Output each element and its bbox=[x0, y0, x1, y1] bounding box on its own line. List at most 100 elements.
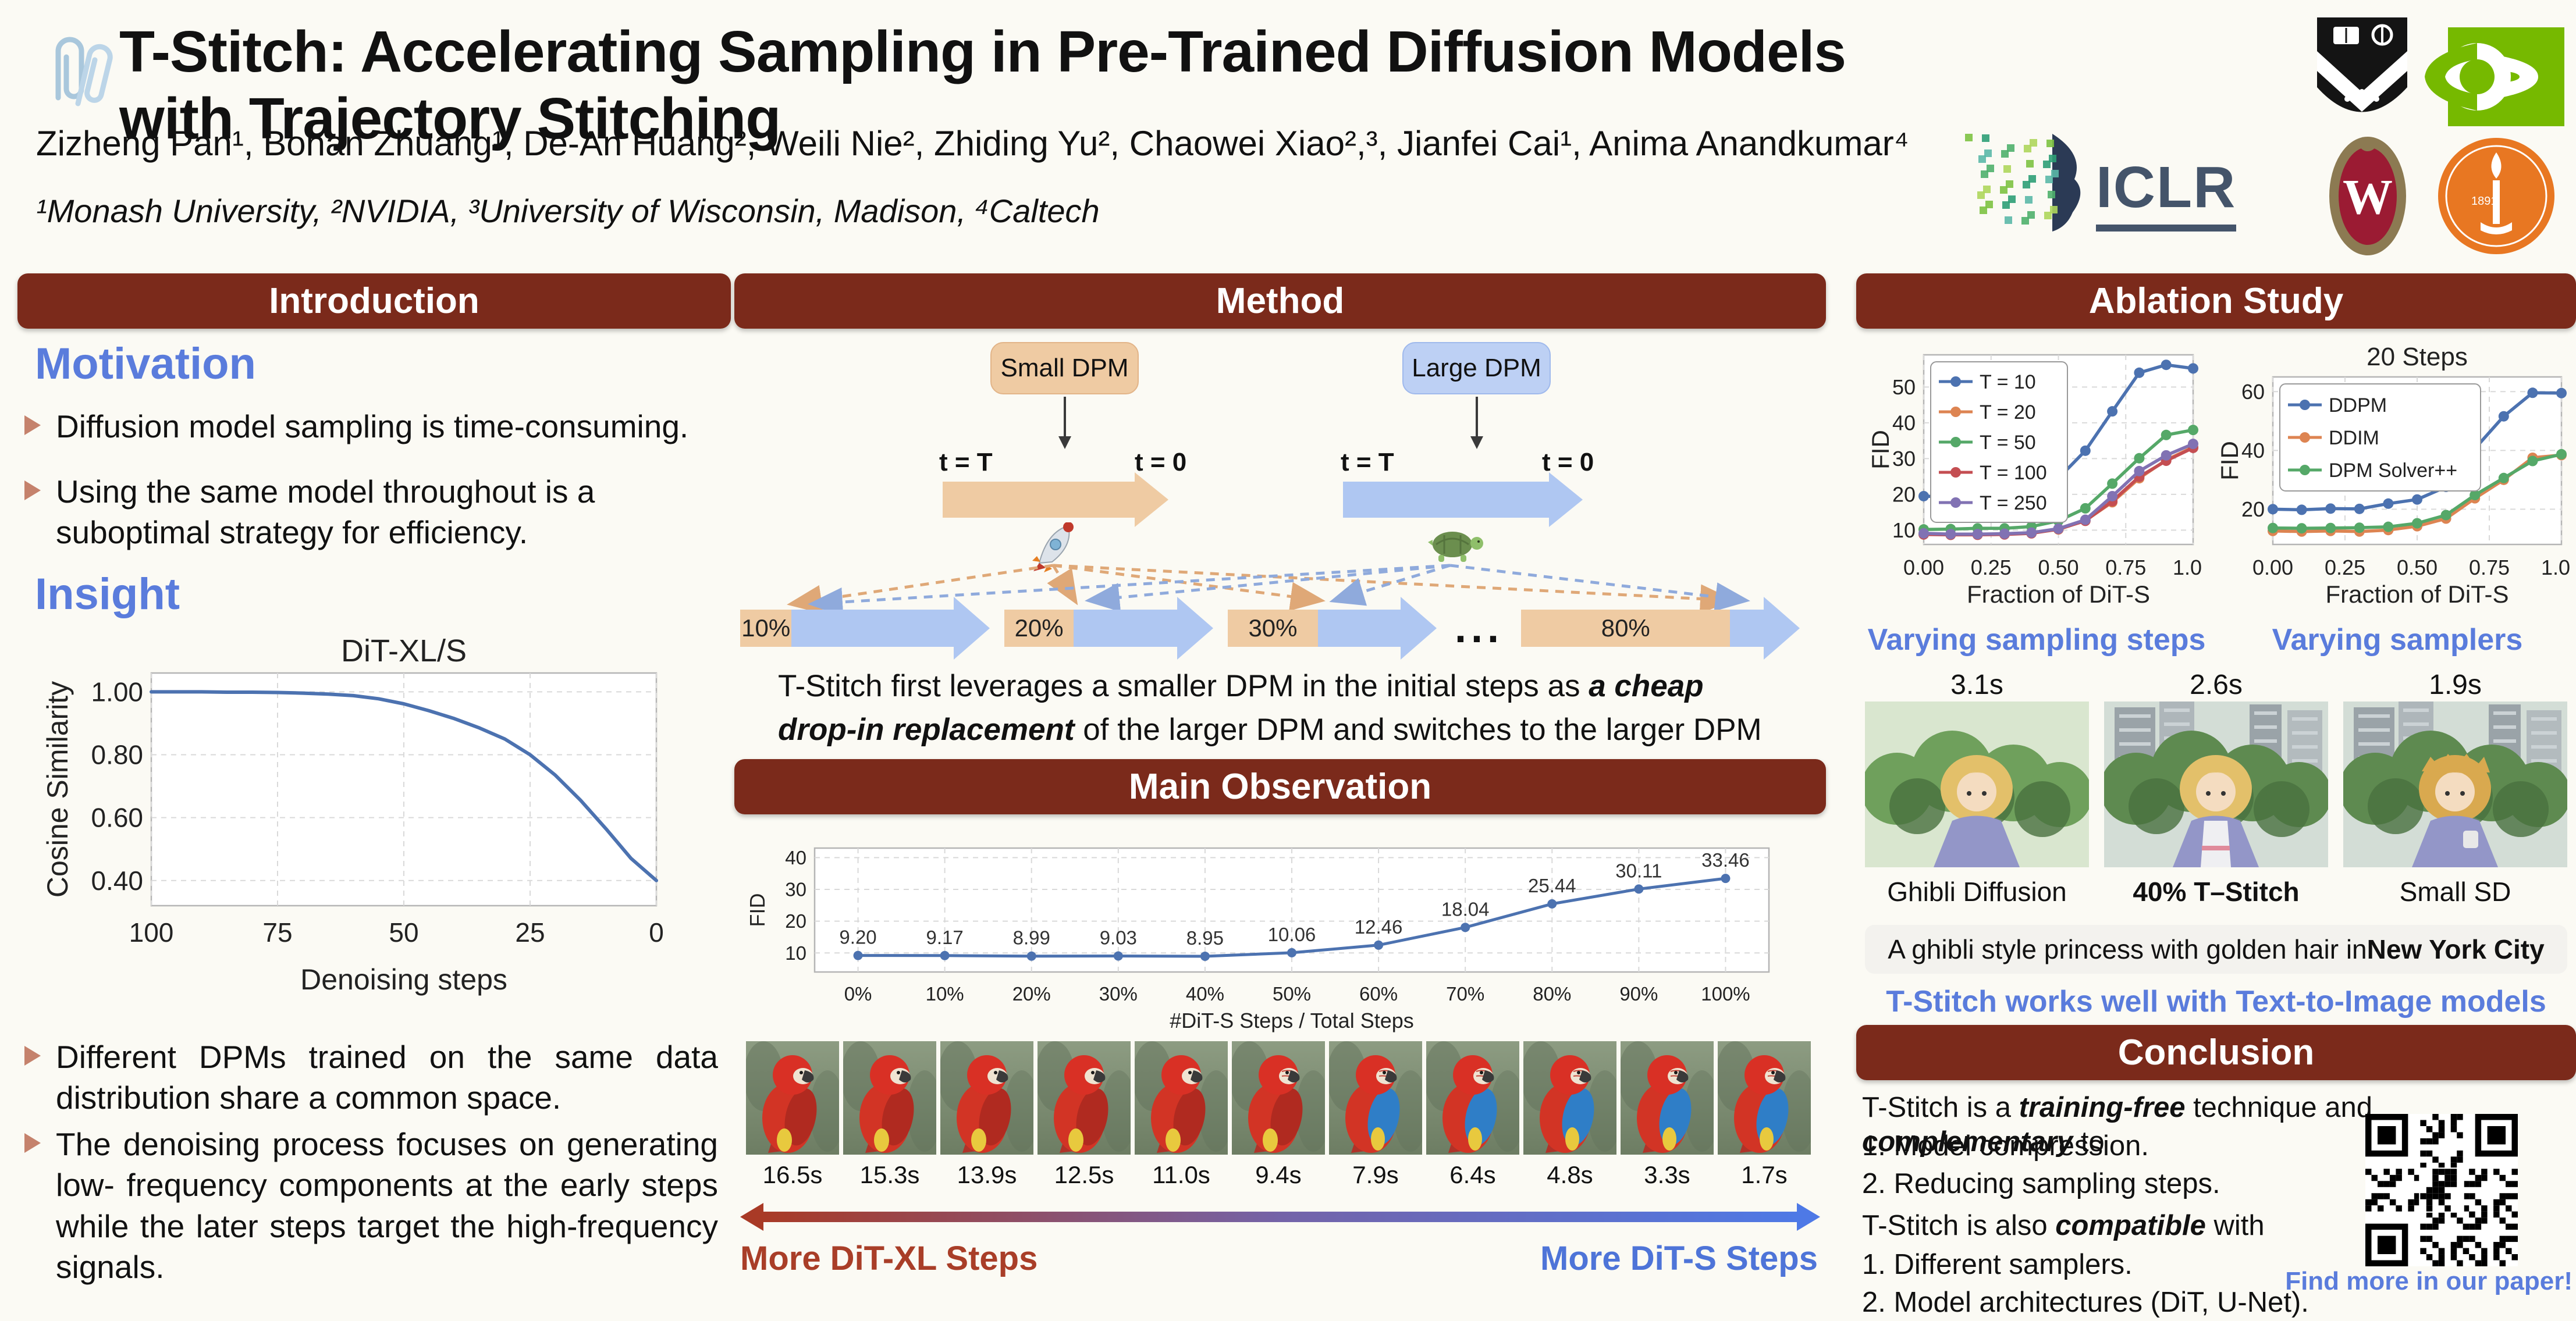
text-to-image-sample: 1.9s Small SD bbox=[2339, 669, 2571, 907]
svg-text:T = 20: T = 20 bbox=[1980, 401, 2036, 423]
cosine-similarity-chart: 100 75 50 25 0 0.40 0.60 0.80 1.00 DiT-XL/S Denois… bbox=[41, 618, 681, 999]
poster-title: T-Stitch: Accelerating Sampling in Pre-T… bbox=[119, 19, 1846, 151]
sample-time-label: 4.8s bbox=[1547, 1161, 1593, 1188]
small-dpm-fraction-label: 80% bbox=[1521, 610, 1731, 647]
text-segment: compatible bbox=[2055, 1210, 2206, 1241]
svg-text:100: 100 bbox=[129, 917, 174, 948]
insight-bullet-1: Different DPMs trained on the same data … bbox=[24, 1037, 718, 1119]
svg-text:9.17: 9.17 bbox=[926, 927, 964, 948]
svg-text:50: 50 bbox=[1892, 375, 1916, 399]
svg-text:8.95: 8.95 bbox=[1186, 927, 1224, 949]
svg-text:20%: 20% bbox=[1012, 983, 1051, 1005]
linked-paperclips-icon bbox=[41, 22, 116, 115]
conclusion-header: Conclusion bbox=[1856, 1025, 2576, 1080]
svg-text:Fraction of DiT-S: Fraction of DiT-S bbox=[2325, 581, 2509, 608]
bullet-triangle-icon bbox=[24, 415, 41, 435]
parrot-sample: 6.4s bbox=[1424, 1041, 1525, 1189]
parrot-image bbox=[1132, 1041, 1234, 1155]
varying-sampling-steps-chart: 0.00 0.25 0.50 0.75 1.00 10 20 30 40 50 Fraction o… bbox=[1867, 339, 2213, 612]
small-dpm-fraction-label: 10% bbox=[740, 610, 792, 647]
svg-text:0%: 0% bbox=[844, 983, 872, 1005]
sample-caption: 40% T–Stitch bbox=[2133, 877, 2300, 907]
small-dpm-box: Small DPM bbox=[990, 342, 1139, 394]
sample-time-label: 2.6s bbox=[2190, 670, 2243, 700]
t-end-label: t = 0 bbox=[1135, 448, 1187, 476]
sample-time-label: 12.5s bbox=[1054, 1161, 1114, 1188]
authors: Zizheng Pan¹, Bohan Zhuang¹, De-An Huang… bbox=[36, 124, 1909, 163]
list-item: 1. Model compression. bbox=[1862, 1130, 2149, 1162]
svg-text:Cosine Similarity: Cosine Similarity bbox=[41, 681, 74, 898]
t-start-label: t = T bbox=[1341, 448, 1394, 476]
stitched-trajectories-row: 10% 20% 30%... 80% bbox=[734, 593, 1826, 663]
svg-text:1.00: 1.00 bbox=[2173, 556, 2201, 579]
svg-text:100%: 100% bbox=[1701, 983, 1750, 1005]
parrot-sample: 9.4s bbox=[1230, 1041, 1331, 1189]
parrot-image bbox=[1327, 1041, 1428, 1155]
qr-code bbox=[2365, 1114, 2518, 1266]
svg-text:0.50: 0.50 bbox=[2038, 556, 2078, 579]
svg-text:30: 30 bbox=[1892, 447, 1916, 471]
svg-text:T = 100: T = 100 bbox=[1980, 462, 2047, 484]
parrot-image bbox=[938, 1041, 1039, 1155]
ghibli-princess-image bbox=[1861, 702, 2092, 867]
logo-row: ICLR W 1891 bbox=[1965, 12, 2576, 268]
iclr-face-logo bbox=[1965, 134, 2081, 232]
svg-text:0.60: 0.60 bbox=[91, 803, 143, 833]
svg-text:75: 75 bbox=[262, 917, 292, 948]
parrot-sample: 13.9s bbox=[938, 1041, 1039, 1189]
svg-text:25.44: 25.44 bbox=[1528, 875, 1576, 896]
large-dpm-fraction bbox=[1317, 610, 1401, 647]
svg-text:20: 20 bbox=[1892, 482, 1916, 506]
method-column: Method Small DPM Large DPM t = T t = 0 t… bbox=[734, 273, 1826, 1287]
small-dpm-fraction-label: 20% bbox=[1004, 610, 1074, 647]
svg-text:T = 10: T = 10 bbox=[1980, 371, 2036, 393]
t-start-label: t = T bbox=[939, 448, 993, 476]
parrot-sample: 11.0s bbox=[1132, 1041, 1234, 1189]
svg-text:40: 40 bbox=[1892, 411, 1916, 435]
t-end-label: t = 0 bbox=[1542, 448, 1594, 476]
svg-text:Fraction of DiT-S: Fraction of DiT-S bbox=[1967, 581, 2150, 608]
sample-time-label: 1.9s bbox=[2429, 670, 2482, 700]
varying-steps-caption: Varying sampling steps bbox=[1867, 623, 2206, 657]
conclusion-list-2: 1. Different samplers. 2. Model architect… bbox=[1862, 1246, 2351, 1321]
sample-time-label: 9.4s bbox=[1255, 1161, 1302, 1188]
motivation-bullet-1: Diffusion model sampling is time-consumi… bbox=[24, 406, 711, 447]
text-segment: T-Stitch first leverages a smaller DPM i… bbox=[778, 669, 1589, 703]
ablation-header: Ablation Study bbox=[1856, 273, 2576, 329]
method-diagram: Small DPM Large DPM t = T t = 0 t = T t … bbox=[734, 332, 1826, 660]
svg-text:12.46: 12.46 bbox=[1355, 916, 1403, 938]
prompt-box: A ghibli style princess with golden hair… bbox=[1865, 925, 2567, 974]
parrot-image bbox=[1715, 1041, 1817, 1155]
svg-text:DPM Solver++: DPM Solver++ bbox=[2329, 460, 2457, 482]
svg-text:1891: 1891 bbox=[2471, 195, 2497, 208]
list-item: 2. Reducing sampling steps. bbox=[1862, 1167, 2220, 1199]
insight-heading: Insight bbox=[35, 569, 180, 619]
svg-text:W: W bbox=[2343, 169, 2393, 225]
nvidia-logo bbox=[2425, 27, 2564, 126]
introduction-column: Introduction Motivation Diffusion model … bbox=[17, 273, 731, 1287]
large-dpm-fraction bbox=[791, 610, 954, 647]
text-segment: technique and bbox=[2185, 1092, 2372, 1123]
parrot-sample: 3.3s bbox=[1618, 1041, 1719, 1189]
svg-text:0.40: 0.40 bbox=[91, 866, 143, 896]
large-dpm-fraction bbox=[1074, 610, 1178, 647]
svg-text:FID: FID bbox=[2216, 441, 2243, 480]
svg-text:33.46: 33.46 bbox=[1701, 849, 1750, 871]
svg-text:60: 60 bbox=[2241, 380, 2265, 404]
text-segment: with bbox=[2205, 1210, 2265, 1241]
rocket-icon bbox=[1032, 522, 1074, 572]
stitched-trajectory-arrow: 20% bbox=[1004, 597, 1214, 660]
sample-time-label: 11.0s bbox=[1152, 1161, 1210, 1188]
svg-text:T = 250: T = 250 bbox=[1980, 492, 2047, 514]
ellipsis-label: ... bbox=[1455, 605, 1504, 651]
abl1-chart-svg: 0.00 0.25 0.50 0.75 1.00 10 20 30 40 50 Fraction o… bbox=[1867, 354, 2213, 608]
arrowhead bbox=[1401, 597, 1437, 660]
fid-vs-dits-steps-chart: 0% 10% 20% 30% 40% 50% 60% 70% 80% 90% 100% 10 20 30 4… bbox=[745, 825, 1811, 1037]
parrot-samples-strip: 16.5s 15.3s 13.9s 12.5s 11.0s 9.4s 7.9s 6.4s 4.8… bbox=[744, 1041, 1817, 1189]
arrowhead bbox=[954, 597, 990, 660]
svg-text:70%: 70% bbox=[1446, 983, 1484, 1005]
svg-text:1.00: 1.00 bbox=[2541, 556, 2571, 579]
parrot-sample: 4.8s bbox=[1521, 1041, 1622, 1189]
svg-text:90%: 90% bbox=[1619, 983, 1658, 1005]
sample-time-label: 6.4s bbox=[1449, 1161, 1496, 1188]
